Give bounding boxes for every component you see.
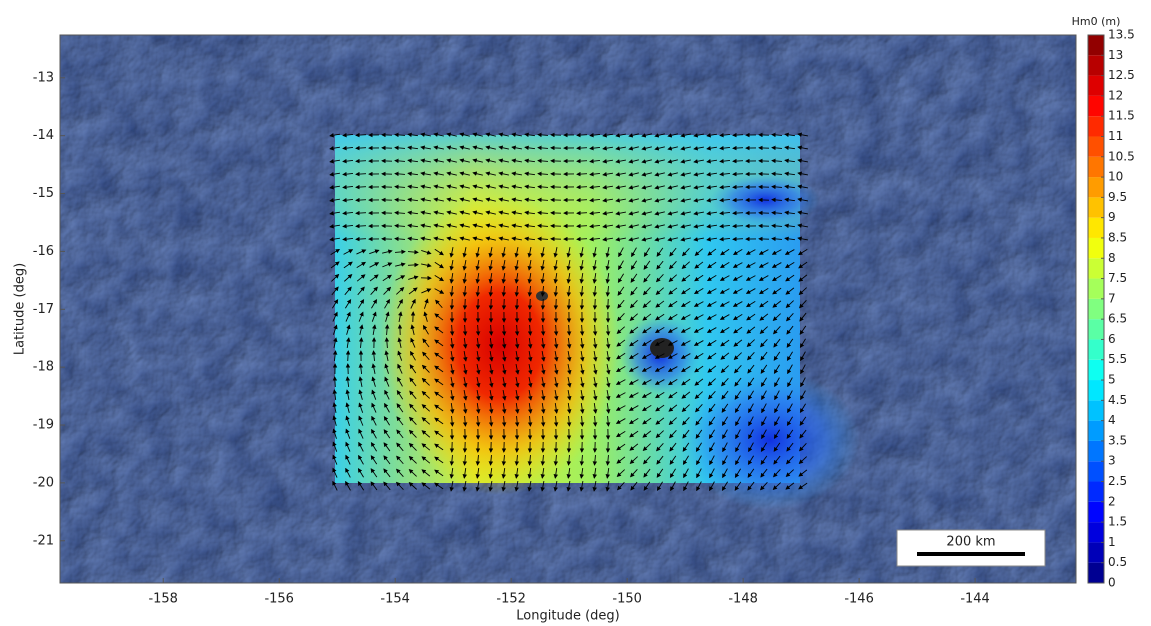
colorbar-swatch: [1088, 319, 1104, 339]
colorbar-tick-label: 7.5: [1108, 271, 1127, 285]
colorbar-swatch: [1088, 96, 1104, 116]
colorbar-swatch: [1088, 258, 1104, 278]
colorbar-swatch: [1088, 279, 1104, 299]
colorbar: 00.511.522.533.544.555.566.577.588.599.5…: [1088, 28, 1135, 590]
y-tick-label: -14: [33, 128, 54, 143]
colorbar-tick-label: 1.5: [1108, 515, 1127, 529]
direction-arrow: [408, 265, 418, 266]
scale-bar: 200 km: [897, 530, 1045, 566]
x-tick-label: -150: [612, 592, 642, 607]
colorbar-swatch: [1088, 157, 1104, 177]
colorbar-swatch: [1088, 461, 1104, 481]
colorbar-swatch: [1088, 177, 1104, 197]
scale-line: [917, 552, 1025, 556]
colorbar-swatch: [1088, 197, 1104, 217]
colorbar-swatch: [1088, 502, 1104, 522]
colorbar-tick-label: 11.5: [1108, 109, 1135, 123]
colorbar-tick-label: 11: [1108, 129, 1123, 143]
y-tick-label: -21: [33, 533, 54, 548]
colorbar-swatch: [1088, 76, 1104, 96]
x-tick-label: -156: [264, 592, 294, 607]
direction-arrow: [452, 299, 453, 309]
y-tick-label: -17: [33, 302, 54, 317]
colorbar-tick-label: 4: [1108, 413, 1116, 427]
colorbar-swatch: [1088, 380, 1104, 400]
direction-arrow: [595, 299, 596, 309]
y-tick-label: -18: [33, 360, 54, 375]
direction-arrow: [491, 299, 492, 309]
x-tick-label: -148: [728, 592, 758, 607]
colorbar-tick-label: 5.5: [1108, 352, 1127, 366]
colorbar-swatch: [1088, 136, 1104, 156]
colorbar-tick-label: 13.5: [1108, 28, 1135, 42]
colorbar-tick-label: 4.5: [1108, 393, 1127, 407]
colorbar-swatch: [1088, 35, 1104, 55]
colorbar-tick-label: 5: [1108, 373, 1116, 387]
x-tick-label: -146: [844, 592, 874, 607]
colorbar-swatch: [1088, 116, 1104, 136]
colorbar-tick-label: 2.5: [1108, 474, 1127, 488]
colorbar-tick-label: 0.5: [1108, 555, 1127, 569]
direction-arrow: [608, 299, 609, 309]
colorbar-tick-label: 7: [1108, 291, 1116, 305]
colorbar-tick-label: 2: [1108, 494, 1116, 508]
colorbar-swatch: [1088, 238, 1104, 258]
colorbar-tick-label: 9.5: [1108, 190, 1127, 204]
colorbar-tick-label: 6: [1108, 332, 1116, 346]
colorbar-tick-label: 10.5: [1108, 149, 1135, 163]
y-axis-label: Latitude (deg): [13, 263, 28, 355]
scale-label: 200 km: [946, 535, 995, 550]
y-tick-label: -13: [33, 70, 54, 85]
colorbar-swatch: [1088, 360, 1104, 380]
x-axis-label: Longitude (deg): [516, 609, 619, 624]
wave-field: [335, 135, 860, 510]
colorbar-swatch: [1088, 339, 1104, 359]
colorbar-swatch: [1088, 441, 1104, 461]
colorbar-tick-label: 8.5: [1108, 230, 1127, 244]
direction-arrow: [517, 299, 518, 309]
direction-arrow: [582, 299, 583, 309]
direction-arrow: [335, 377, 336, 387]
colorbar-tick-label: 8: [1108, 251, 1116, 265]
direction-arrow: [348, 351, 349, 361]
colorbar-tick-label: 12.5: [1108, 68, 1135, 82]
y-tick-label: -19: [33, 418, 54, 433]
colorbar-swatch: [1088, 482, 1104, 502]
colorbar-tick-label: 9: [1108, 210, 1116, 224]
colorbar-tick-label: 12: [1108, 88, 1123, 102]
x-tick-label: -158: [148, 592, 178, 607]
colorbar-swatch: [1088, 563, 1104, 583]
colorbar-swatch: [1088, 542, 1104, 562]
field-low: [680, 370, 860, 510]
map-figure: 200 km Longitude (deg) Latitude (deg) Hm…: [0, 0, 1151, 626]
direction-arrow: [543, 299, 544, 309]
colorbar-swatch: [1088, 421, 1104, 441]
y-tick-label: -16: [33, 244, 54, 259]
colorbar-tick-label: 0: [1108, 576, 1116, 590]
colorbar-tick-label: 6.5: [1108, 312, 1127, 326]
colorbar-swatch: [1088, 218, 1104, 238]
colorbar-label: Hm0 (m): [1072, 15, 1121, 28]
colorbar-swatch: [1088, 522, 1104, 542]
colorbar-tick-label: 10: [1108, 170, 1123, 184]
x-tick-label: -144: [960, 592, 990, 607]
direction-arrow: [478, 299, 479, 309]
colorbar-swatch: [1088, 299, 1104, 319]
y-tick-label: -20: [33, 475, 54, 490]
island: [536, 291, 548, 301]
colorbar-tick-label: 1: [1108, 535, 1116, 549]
direction-arrow: [530, 299, 531, 309]
direction-arrow: [556, 299, 557, 309]
colorbar-tick-label: 13: [1108, 48, 1123, 62]
direction-arrow: [465, 299, 466, 309]
colorbar-swatch: [1088, 55, 1104, 75]
direction-arrow: [569, 299, 570, 309]
colorbar-tick-label: 3: [1108, 454, 1116, 468]
y-tick-label: -15: [33, 186, 54, 201]
x-tick-label: -152: [496, 592, 526, 607]
direction-arrow: [504, 299, 505, 309]
colorbar-tick-label: 3.5: [1108, 433, 1127, 447]
colorbar-swatch: [1088, 400, 1104, 420]
x-tick-label: -154: [380, 592, 410, 607]
